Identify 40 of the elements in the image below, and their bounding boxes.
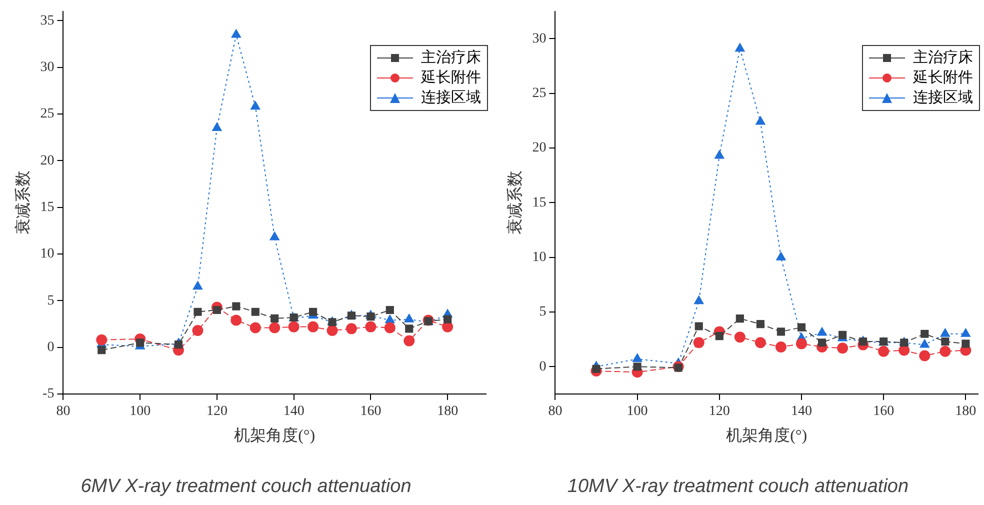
y-tick-label: 25 xyxy=(532,86,546,102)
y-tick-label: 30 xyxy=(40,60,54,76)
y-tick-label: 15 xyxy=(40,200,54,216)
y-tick-label: 0 xyxy=(47,340,54,356)
legend-label: 连接区域 xyxy=(421,88,481,108)
text: 10MV X-ray treatment couch attenuation xyxy=(566,476,910,498)
y-tick-label: 30 xyxy=(532,31,546,46)
legend-label: 主治疗床 xyxy=(421,48,481,68)
x-tick-label: 180 xyxy=(955,404,976,420)
legend-label: 延长附件 xyxy=(913,68,973,88)
y-axis-title: 衰减系数 xyxy=(506,170,524,235)
legend-label: 连接区域 xyxy=(913,88,973,108)
legend-label: 主治疗床 xyxy=(913,48,973,68)
y-tick-label: 0 xyxy=(539,359,546,374)
y-tick-label: 10 xyxy=(40,246,54,262)
x-tick-label: 100 xyxy=(130,404,151,420)
x-tick-label: 160 xyxy=(360,404,382,420)
x-tick-label: 120 xyxy=(206,404,228,420)
y-tick-label: 10 xyxy=(532,250,546,266)
y-tick-label: 25 xyxy=(40,106,54,122)
x-tick-label: 100 xyxy=(626,404,648,420)
x-tick-label: 120 xyxy=(708,404,730,420)
x-axis-title: 机架角度(°) xyxy=(234,426,316,445)
y-tick-label: 15 xyxy=(532,195,546,210)
x-tick-label: 140 xyxy=(790,404,812,420)
y-tick-label: 5 xyxy=(47,293,54,308)
y-tick-label: 35 xyxy=(40,13,54,28)
y-tick-label: -5 xyxy=(42,386,54,402)
y-tick-label: 20 xyxy=(40,153,54,168)
legend-label: 延长附件 xyxy=(421,68,481,88)
x-tick-label: 80 xyxy=(548,404,562,420)
y-axis-title: 衰减系数 xyxy=(14,170,32,235)
x-tick-label: 180 xyxy=(437,404,458,420)
y-tick-label: 20 xyxy=(532,140,546,156)
text: 6MV X-ray treatment couch attenuation xyxy=(80,476,412,498)
y-tick-label: 5 xyxy=(539,304,546,320)
x-axis-title: 机架角度(°) xyxy=(726,426,808,445)
x-tick-label: 140 xyxy=(283,404,304,420)
x-tick-label: 80 xyxy=(56,404,70,420)
x-tick-label: 160 xyxy=(873,404,894,420)
